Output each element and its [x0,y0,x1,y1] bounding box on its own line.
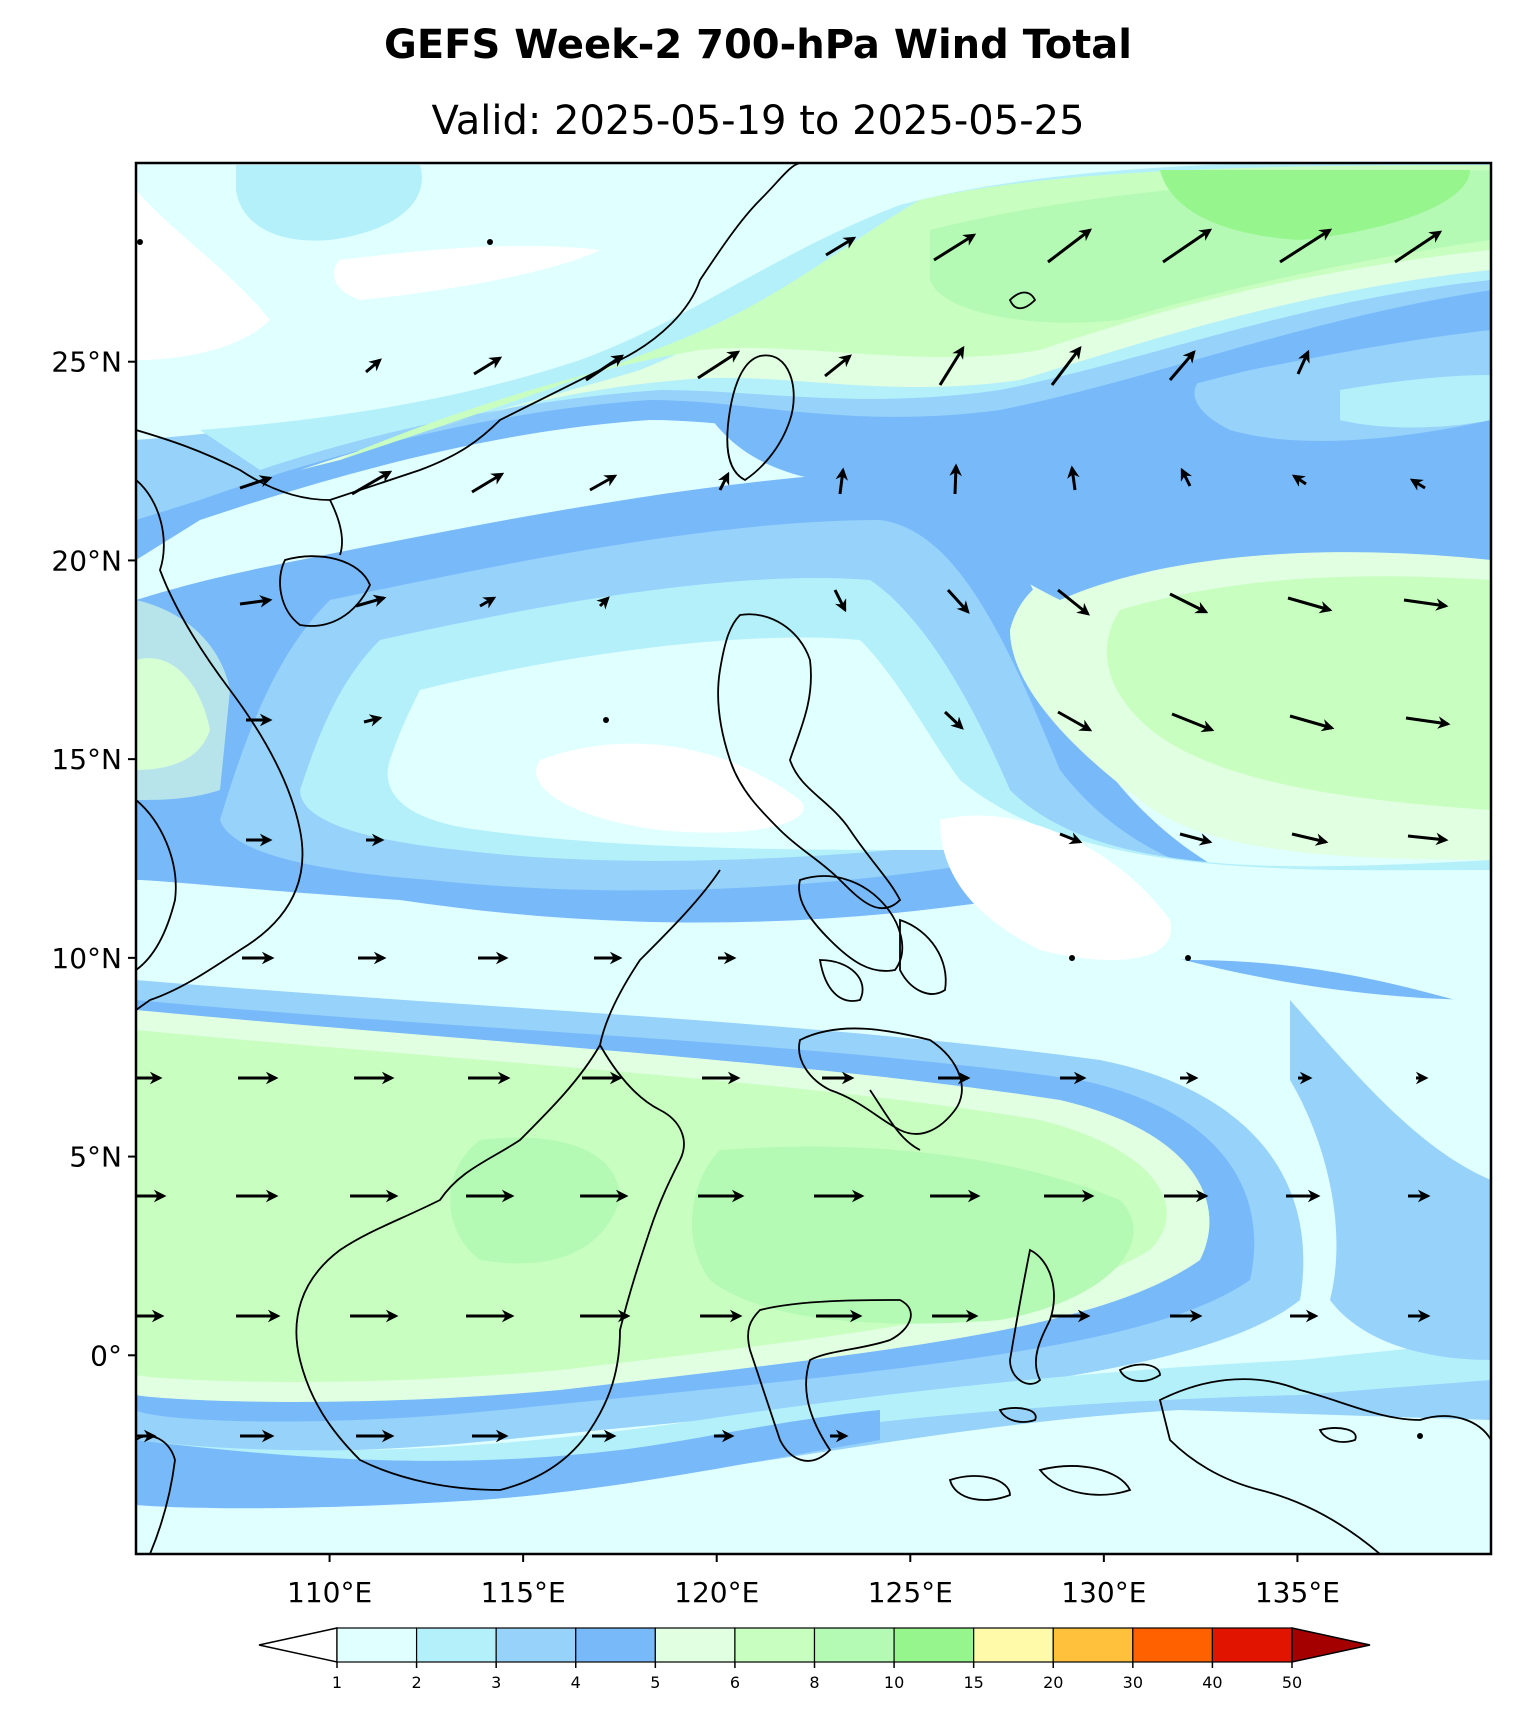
colorbar-swatch [734,1627,816,1663]
colorbar-swatch [654,1627,736,1663]
calm-points [137,239,1423,1439]
wind-speed-shading [136,163,1491,1554]
lat-tick-label: 10°N [51,942,122,975]
lat-tick-label: 5°N [69,1141,122,1174]
colorbar-level-label: 30 [1123,1673,1143,1692]
map-title: GEFS Week-2 700-hPa Wind Total [383,22,1132,68]
colorbar-under-arrow [258,1627,338,1663]
colorbar: 1 2 3 4 5 6 8 10 15 20 30 40 50 [258,1627,1371,1692]
colorbar-swatch [1052,1627,1134,1663]
colorbar-level-label: 8 [809,1673,819,1692]
colorbar-level-label: 3 [491,1673,501,1692]
colorbar-level-label: 6 [730,1673,740,1692]
map-area [136,163,1491,1554]
axis-ticks: 110°E 115°E 120°E 125°E 130°E 135°E 25°N 20°N 15… [51,346,1340,1609]
colorbar-level-label: 2 [411,1673,421,1692]
colorbar-level-label: 4 [571,1673,581,1692]
colorbar-level-label: 10 [884,1673,904,1692]
colorbar-over-arrow [1291,1627,1371,1663]
wind-vectors [136,228,1451,1443]
colorbar-swatch [415,1627,497,1663]
map-frame [134,161,1493,1556]
map-subtitle: Valid: 2025-05-19 to 2025-05-25 [431,98,1085,144]
colorbar-level-label: 15 [963,1673,983,1692]
colorbar-swatch [973,1627,1054,1663]
lon-tick-label: 115°E [481,1576,566,1609]
colorbar-swatch [1132,1627,1214,1663]
lon-tick-label: 130°E [1061,1576,1146,1609]
lat-tick-label: 0° [90,1339,122,1372]
lon-tick-label: 125°E [868,1576,953,1609]
colorbar-swatch [1211,1627,1293,1663]
colorbar-level-label: 5 [650,1673,660,1692]
lon-tick-label: 135°E [1255,1576,1340,1609]
colorbar-level-label: 50 [1282,1673,1302,1692]
colorbar-swatch [575,1627,656,1663]
lat-tick-label: 15°N [51,743,122,776]
colorbar-swatch [893,1627,975,1663]
lat-tick-label: 20°N [51,544,122,577]
colorbar-swatch [495,1627,577,1663]
lon-tick-label: 110°E [287,1576,372,1609]
colorbar-level-label: 1 [332,1673,342,1692]
colorbar-level-label: 20 [1043,1673,1063,1692]
colorbar-swatch [813,1627,895,1663]
colorbar-level-label: 40 [1202,1673,1222,1692]
lon-tick-label: 120°E [674,1576,759,1609]
colorbar-swatch [336,1627,418,1663]
lat-tick-label: 25°N [51,346,122,379]
